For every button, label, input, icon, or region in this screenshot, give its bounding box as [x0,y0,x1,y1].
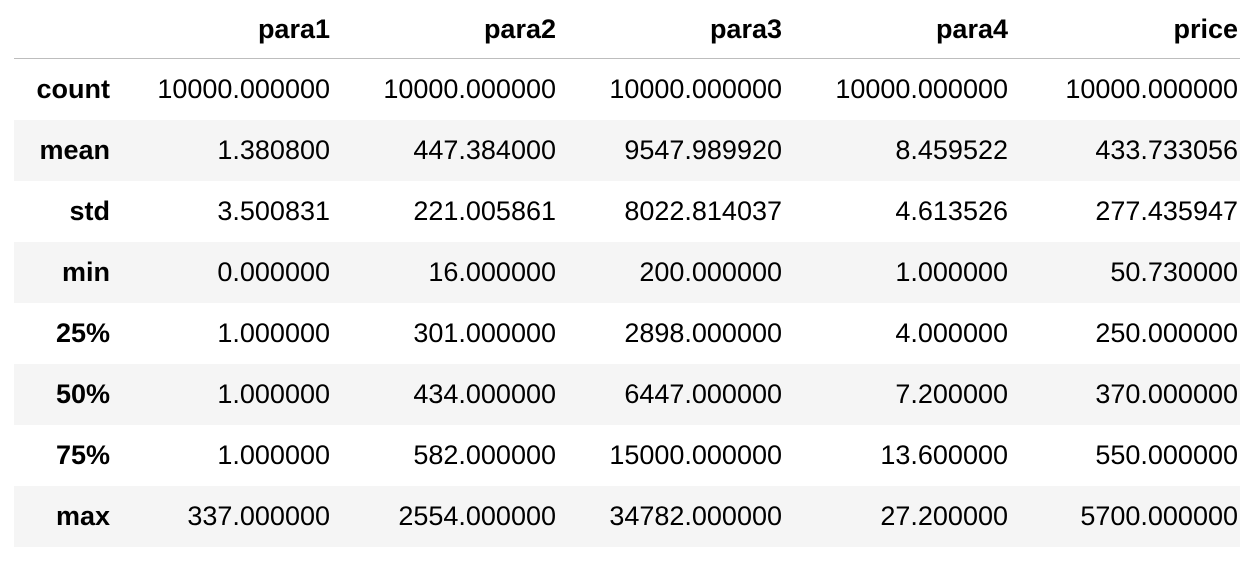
table-cell: 7.200000 [784,364,1010,425]
table-cell: 8022.814037 [558,181,784,242]
table-cell: 0.000000 [112,242,332,303]
table-cell: 27.200000 [784,486,1010,547]
table-cell: 13.600000 [784,425,1010,486]
table-cell: 277.435947 [1010,181,1240,242]
table-cell: 1.000000 [112,425,332,486]
table-cell: 34782.000000 [558,486,784,547]
table-cell: 1.380800 [112,120,332,181]
table-row-50pct: 50% 1.000000 434.000000 6447.000000 7.20… [14,364,1240,425]
describe-table: para1 para2 para3 para4 price count 1000… [14,0,1240,547]
table-cell: 2898.000000 [558,303,784,364]
row-label: min [14,242,112,303]
column-header-price: price [1010,0,1240,59]
table-cell: 10000.000000 [332,58,558,120]
table-cell: 200.000000 [558,242,784,303]
row-label: mean [14,120,112,181]
table-cell: 50.730000 [1010,242,1240,303]
column-header-para3: para3 [558,0,784,59]
table-row-std: std 3.500831 221.005861 8022.814037 4.61… [14,181,1240,242]
table-cell: 8.459522 [784,120,1010,181]
table-cell: 10000.000000 [1010,58,1240,120]
table-cell: 6447.000000 [558,364,784,425]
table-cell: 337.000000 [112,486,332,547]
describe-table-container: para1 para2 para3 para4 price count 1000… [14,0,1240,547]
table-cell: 10000.000000 [112,58,332,120]
table-cell: 3.500831 [112,181,332,242]
table-header: para1 para2 para3 para4 price [14,0,1240,59]
column-header-para2: para2 [332,0,558,59]
table-cell: 370.000000 [1010,364,1240,425]
table-cell: 250.000000 [1010,303,1240,364]
table-cell: 301.000000 [332,303,558,364]
table-cell: 582.000000 [332,425,558,486]
table-body: count 10000.000000 10000.000000 10000.00… [14,58,1240,547]
row-label: max [14,486,112,547]
table-row-25pct: 25% 1.000000 301.000000 2898.000000 4.00… [14,303,1240,364]
table-cell: 4.613526 [784,181,1010,242]
row-label: std [14,181,112,242]
table-row-min: min 0.000000 16.000000 200.000000 1.0000… [14,242,1240,303]
table-cell: 15000.000000 [558,425,784,486]
table-cell: 1.000000 [112,364,332,425]
table-row-mean: mean 1.380800 447.384000 9547.989920 8.4… [14,120,1240,181]
column-header-para1: para1 [112,0,332,59]
table-cell: 550.000000 [1010,425,1240,486]
table-cell: 9547.989920 [558,120,784,181]
table-cell: 434.000000 [332,364,558,425]
table-cell: 10000.000000 [784,58,1010,120]
table-row-75pct: 75% 1.000000 582.000000 15000.000000 13.… [14,425,1240,486]
index-header [14,0,112,59]
column-header-para4: para4 [784,0,1010,59]
table-cell: 1.000000 [784,242,1010,303]
row-label: 25% [14,303,112,364]
table-cell: 447.384000 [332,120,558,181]
table-cell: 5700.000000 [1010,486,1240,547]
table-cell: 1.000000 [112,303,332,364]
table-cell: 10000.000000 [558,58,784,120]
table-row-count: count 10000.000000 10000.000000 10000.00… [14,58,1240,120]
table-row-max: max 337.000000 2554.000000 34782.000000 … [14,486,1240,547]
table-cell: 2554.000000 [332,486,558,547]
row-label: count [14,58,112,120]
table-cell: 16.000000 [332,242,558,303]
row-label: 75% [14,425,112,486]
table-cell: 221.005861 [332,181,558,242]
row-label: 50% [14,364,112,425]
table-cell: 433.733056 [1010,120,1240,181]
table-cell: 4.000000 [784,303,1010,364]
header-row: para1 para2 para3 para4 price [14,0,1240,59]
